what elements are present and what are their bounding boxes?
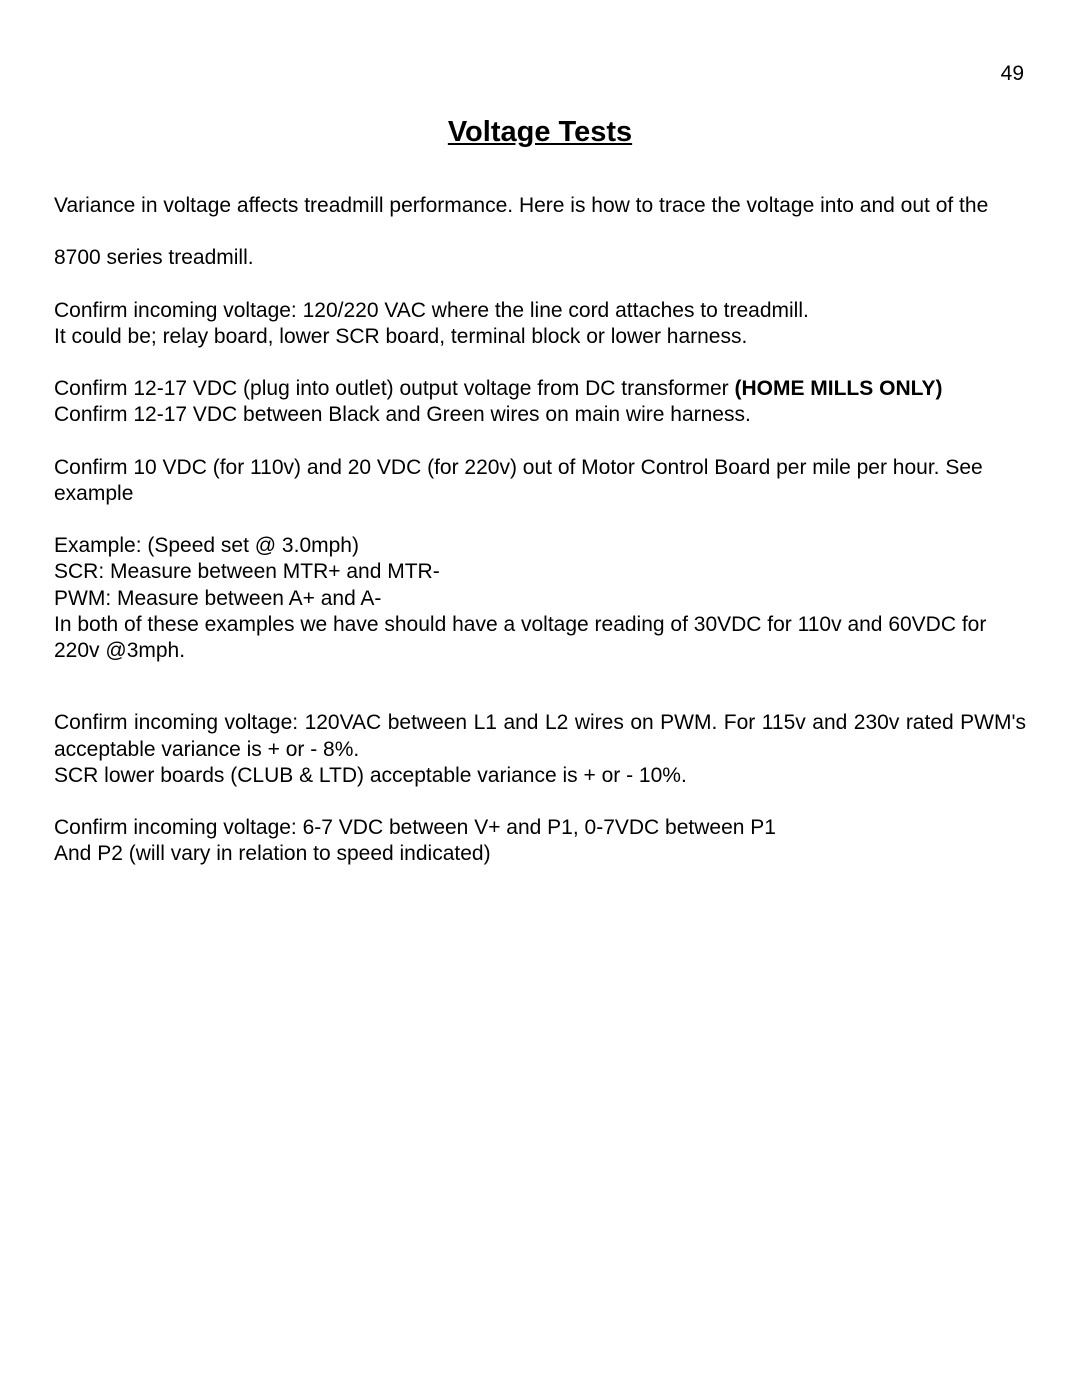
text: Confirm incoming voltage: 6-7 VDC betwee… [54, 816, 776, 839]
page-number: 49 [1001, 62, 1024, 86]
text: Confirm incoming voltage: 120/220 VAC wh… [54, 299, 809, 322]
home-mills-only: (HOME MILLS ONLY) [734, 377, 942, 400]
confirm-120vac-pwm: Confirm incoming voltage: 120VAC between… [54, 710, 1026, 789]
text: Confirm 12-17 VDC between Black and Gree… [54, 403, 751, 426]
text: Confirm 12-17 VDC (plug into outlet) out… [54, 377, 734, 400]
example-scr: SCR: Measure between MTR+ and MTR- [54, 560, 440, 583]
confirm-6-7-vdc: Confirm incoming voltage: 6-7 VDC betwee… [54, 815, 1026, 868]
text: SCR lower boards (CLUB & LTD) acceptable… [54, 764, 687, 787]
example-note: In both of these examples we have should… [54, 613, 986, 662]
document-page: 49 Voltage Tests Variance in voltage aff… [0, 0, 1080, 1397]
text: Confirm incoming voltage: 120VAC between… [54, 710, 1026, 763]
example-pwm: PWM: Measure between A+ and A- [54, 587, 381, 610]
intro-line-2: 8700 series treadmill. [54, 245, 1026, 271]
example-speed: Example: (Speed set @ 3.0mph) [54, 534, 359, 557]
confirm-10-vdc: Confirm 10 VDC (for 110v) and 20 VDC (fo… [54, 455, 1026, 508]
page-title: Voltage Tests [54, 116, 1026, 149]
example-block: Example: (Speed set @ 3.0mph) SCR: Measu… [54, 533, 1026, 664]
text: It could be; relay board, lower SCR boar… [54, 325, 747, 348]
confirm-incoming-120-220: Confirm incoming voltage: 120/220 VAC wh… [54, 298, 1026, 351]
text: And P2 (will vary in relation to speed i… [54, 842, 491, 865]
confirm-12-17-vdc: Confirm 12-17 VDC (plug into outlet) out… [54, 376, 1026, 429]
intro-line-1: Variance in voltage affects treadmill pe… [54, 193, 1026, 219]
